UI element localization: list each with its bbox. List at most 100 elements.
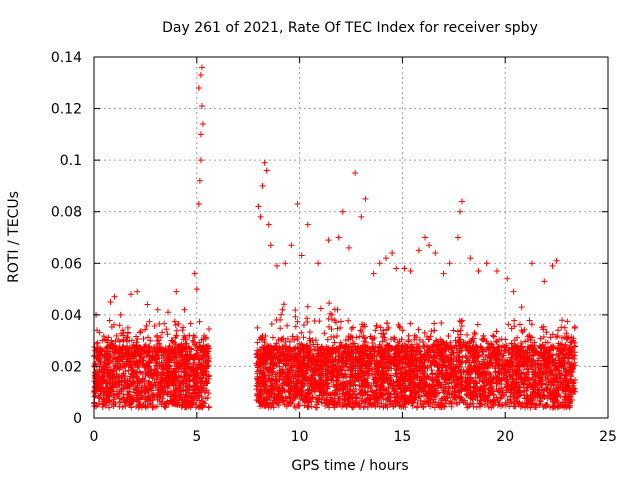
data-point <box>183 369 190 376</box>
data-point <box>178 399 185 406</box>
data-point <box>144 395 151 402</box>
data-point <box>197 389 204 396</box>
data-point <box>97 385 104 392</box>
data-point <box>101 389 108 396</box>
data-point <box>106 404 113 411</box>
data-point <box>93 366 100 373</box>
data-point <box>172 365 179 372</box>
data-point <box>162 375 169 382</box>
data-point <box>111 350 118 357</box>
data-point <box>185 376 192 383</box>
data-point <box>126 388 133 395</box>
data-point <box>165 349 172 356</box>
data-point <box>150 391 157 398</box>
data-point <box>168 377 175 384</box>
data-point <box>103 399 110 406</box>
data-point <box>195 384 202 391</box>
data-point <box>141 382 148 389</box>
data-point <box>92 347 99 354</box>
data-point <box>189 390 196 397</box>
data-point <box>152 381 159 388</box>
data-point <box>200 348 207 355</box>
data-point <box>141 343 148 350</box>
data-point <box>179 347 186 354</box>
data-point <box>185 387 192 394</box>
data-point <box>127 402 134 409</box>
data-point <box>128 337 135 344</box>
data-point <box>171 318 178 325</box>
data-point <box>157 344 164 351</box>
data-point <box>191 387 198 394</box>
data-point <box>187 320 194 327</box>
data-point <box>189 337 196 344</box>
data-point <box>179 402 186 409</box>
data-point <box>127 395 134 402</box>
data-point <box>95 395 102 402</box>
data-point <box>173 359 180 366</box>
data-point <box>148 373 155 380</box>
data-point <box>91 393 98 400</box>
data-point <box>181 357 188 364</box>
data-point <box>176 392 183 399</box>
data-point <box>175 365 182 372</box>
data-point <box>125 391 132 398</box>
data-point <box>96 355 103 362</box>
data-point <box>129 379 136 386</box>
data-point <box>191 356 198 363</box>
data-point <box>190 332 197 339</box>
data-point <box>116 362 123 369</box>
data-point <box>92 390 99 397</box>
data-point <box>190 377 197 384</box>
data-point <box>100 333 107 340</box>
data-point <box>126 345 133 352</box>
data-point <box>100 372 107 379</box>
data-point <box>206 326 213 333</box>
data-point <box>139 377 146 384</box>
data-point <box>170 395 177 402</box>
data-point <box>181 332 188 339</box>
data-point <box>137 369 144 376</box>
data-point <box>128 371 135 378</box>
data-point <box>136 356 143 363</box>
data-point <box>142 387 149 394</box>
data-point <box>103 344 110 351</box>
data-point <box>150 369 157 376</box>
data-point <box>158 347 165 354</box>
data-point <box>133 333 140 340</box>
data-point <box>205 353 212 360</box>
data-point <box>116 338 123 345</box>
data-point <box>183 393 190 400</box>
data-point <box>122 345 129 352</box>
data-point <box>171 392 178 399</box>
data-point <box>175 320 182 327</box>
data-point <box>145 368 152 375</box>
data-point <box>111 381 118 388</box>
data-point <box>108 401 115 408</box>
data-point <box>120 396 127 403</box>
data-point <box>147 337 154 344</box>
data-point <box>186 372 193 379</box>
data-point <box>200 347 207 354</box>
data-point <box>173 374 180 381</box>
data-point <box>143 352 150 359</box>
data-point <box>109 340 116 347</box>
data-point <box>118 378 125 385</box>
data-point <box>184 400 191 407</box>
data-point <box>145 380 152 387</box>
data-point <box>158 401 165 408</box>
data-point <box>154 338 161 345</box>
data-point <box>156 355 163 362</box>
data-point <box>98 368 105 375</box>
data-point <box>183 340 190 347</box>
data-point <box>205 345 212 352</box>
grid <box>94 57 608 418</box>
data-point <box>193 350 200 357</box>
data-point <box>134 382 141 389</box>
data-point <box>198 393 205 400</box>
data-point <box>136 329 143 336</box>
data-point <box>183 354 190 361</box>
data-point <box>163 326 170 333</box>
data-point <box>109 354 116 361</box>
data-point <box>144 334 151 341</box>
